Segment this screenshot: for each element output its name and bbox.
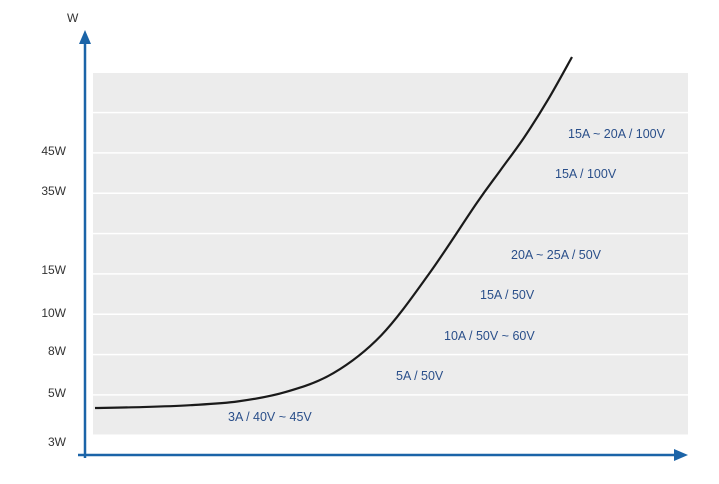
annotation-label: 15A / 100V	[555, 167, 617, 181]
grid-bands	[93, 73, 688, 435]
y-tick-labels: 3W 5W 8W 10W 15W 35W 45W	[41, 144, 66, 449]
data-line	[94, 56, 573, 410]
grid-band	[93, 234, 688, 274]
annotation-label: 20A ~ 25A / 50V	[511, 248, 602, 262]
grid-band	[93, 315, 688, 354]
y-tick-label: 15W	[41, 263, 66, 277]
y-axis-label: W	[67, 11, 79, 25]
grid-band	[93, 274, 688, 314]
grid-band	[93, 194, 688, 233]
grid-band	[93, 153, 688, 193]
annotations: 3A / 40V ~ 45V 5A / 50V 10A / 50V ~ 60V 15A…	[228, 127, 666, 424]
annotation-label: 10A / 50V ~ 60V	[444, 329, 535, 343]
y-tick-label: 45W	[41, 144, 66, 158]
y-tick-label: 8W	[48, 344, 67, 358]
grid-band	[93, 395, 688, 435]
annotation-label: 15A / 50V	[480, 288, 535, 302]
grid-band	[93, 355, 688, 395]
y-axis-arrow	[79, 30, 91, 44]
y-tick-label: 3W	[48, 435, 67, 449]
annotation-label: 3A / 40V ~ 45V	[228, 410, 312, 424]
x-axis-arrow	[674, 449, 688, 461]
y-tick-label: 35W	[41, 184, 66, 198]
y-tick-label: 5W	[48, 386, 67, 400]
annotation-label: 15A ~ 20A / 100V	[568, 127, 666, 141]
annotation-label: 5A / 50V	[396, 369, 444, 383]
y-tick-label: 10W	[41, 306, 66, 320]
grid-band	[93, 113, 688, 153]
grid-band	[93, 73, 688, 112]
